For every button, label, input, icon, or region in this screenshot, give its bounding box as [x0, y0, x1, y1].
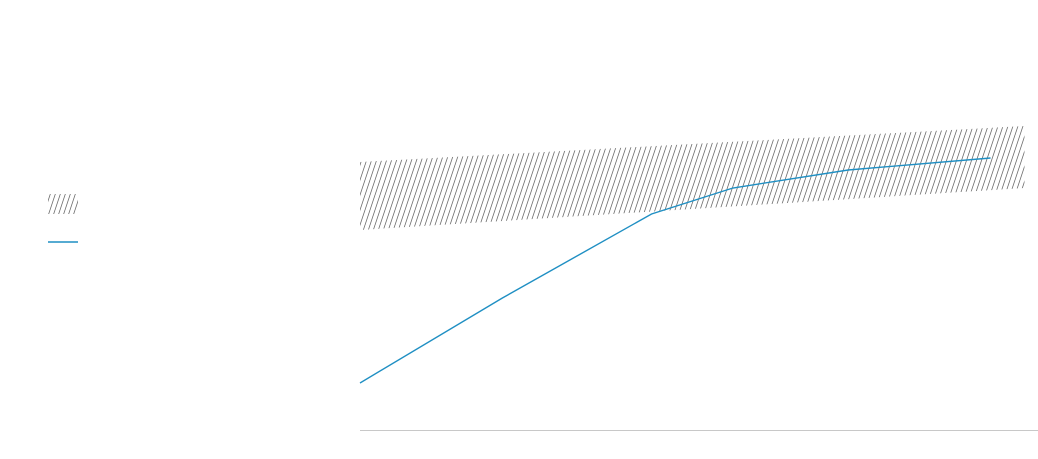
- legend-swatch: [48, 194, 78, 214]
- line-series: [359, 157, 991, 384]
- band-area: [360, 126, 1025, 230]
